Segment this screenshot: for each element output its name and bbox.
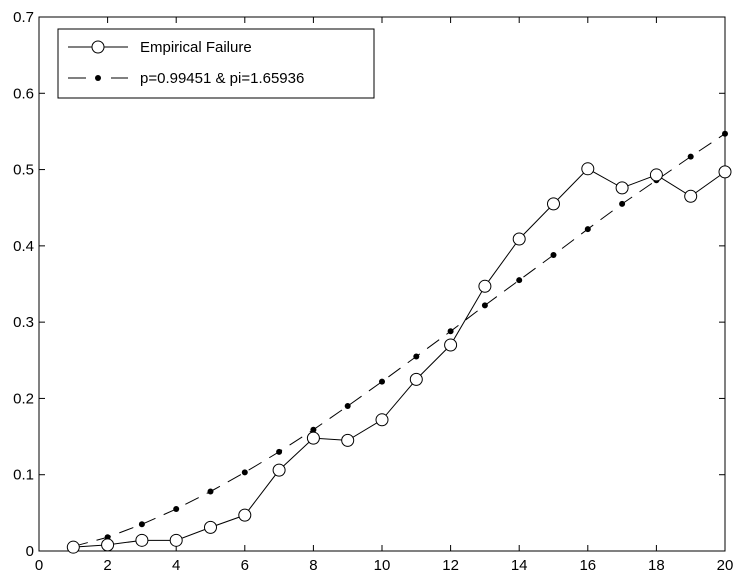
x-tick-label: 8: [309, 557, 317, 574]
empirical-failure-point: [615, 181, 629, 195]
y-tick-label: 0.7: [13, 9, 34, 26]
series-layer: [66, 130, 732, 554]
empirical-failure-point: [512, 232, 526, 246]
empirical-failure-point: [718, 165, 732, 179]
model-fit-point: [687, 153, 694, 160]
empirical-failure-point: [649, 168, 663, 182]
empirical-failure-point: [135, 533, 149, 547]
model-fit-point: [413, 353, 420, 360]
model-fit-point: [207, 488, 214, 495]
y-tick-label: 0.2: [13, 390, 34, 407]
y-tick-label: 0.6: [13, 85, 34, 102]
empirical-failure-point: [101, 538, 115, 552]
y-tick-label: 0: [26, 543, 34, 560]
model-fit-point: [481, 302, 488, 309]
empirical-failure-point: [478, 279, 492, 293]
model-fit-point: [447, 328, 454, 335]
x-tick-label: 18: [648, 557, 665, 574]
empirical-failure-point: [409, 372, 423, 386]
y-tick-label: 0.3: [13, 314, 34, 331]
empirical-failure-point: [306, 431, 320, 445]
legend-label-model: p=0.99451 & pi=1.65936: [140, 70, 304, 87]
empirical-failure-point: [375, 413, 389, 427]
model-fit-point: [173, 506, 180, 513]
empirical-failure-point: [238, 508, 252, 522]
model-fit-point: [310, 426, 317, 433]
model-fit-point: [722, 130, 728, 137]
model-fit-line: [73, 133, 726, 547]
x-tick-label: 4: [172, 557, 180, 574]
x-tick-label: 20: [717, 557, 734, 574]
x-tick-label: 0: [35, 557, 43, 574]
model-fit-point: [516, 277, 523, 284]
y-axis-ticks: 0 0.1 0.2 0.3 0.4 0.5 0.6 0.7: [13, 9, 725, 560]
legend-label-empirical: Empirical Failure: [140, 39, 252, 56]
model-fit-point: [344, 403, 351, 410]
legend-box: [57, 28, 375, 99]
y-tick-label: 0.4: [13, 238, 34, 255]
empirical-failure-point: [204, 520, 217, 534]
empirical-failure-point: [581, 162, 595, 176]
legend-model-marker: [95, 75, 101, 81]
model-fit-point: [550, 252, 557, 259]
plot-area: [38, 16, 726, 552]
empirical-failure-point: [272, 463, 286, 477]
model-fit-point: [138, 521, 145, 528]
model-fit-point: [584, 226, 591, 233]
x-tick-label: 16: [579, 557, 596, 574]
model-fit-point: [241, 469, 248, 476]
y-tick-label: 0.1: [13, 467, 34, 484]
x-axis-ticks: 0 2 4 6 8 10 12 14 16 18 20: [35, 17, 734, 574]
empirical-failure-point: [66, 540, 80, 554]
x-tick-label: 10: [374, 557, 391, 574]
model-fit-point: [619, 200, 626, 207]
model-fit-point: [379, 378, 385, 385]
empirical-failure-point: [547, 197, 560, 211]
x-tick-label: 6: [241, 557, 249, 574]
legend: Empirical Failure p=0.99451 & pi=1.65936: [57, 28, 375, 99]
legend-empirical-marker: [91, 40, 105, 54]
x-tick-label: 14: [511, 557, 528, 574]
x-tick-label: 2: [103, 557, 111, 574]
empirical-failure-point: [169, 533, 183, 547]
y-tick-label: 0.5: [13, 162, 34, 179]
empirical-failure-point: [341, 433, 355, 447]
model-fit-point: [276, 448, 283, 455]
empirical-failure-point: [444, 338, 458, 352]
empirical-failure-point: [684, 189, 698, 203]
x-tick-label: 12: [442, 557, 459, 574]
